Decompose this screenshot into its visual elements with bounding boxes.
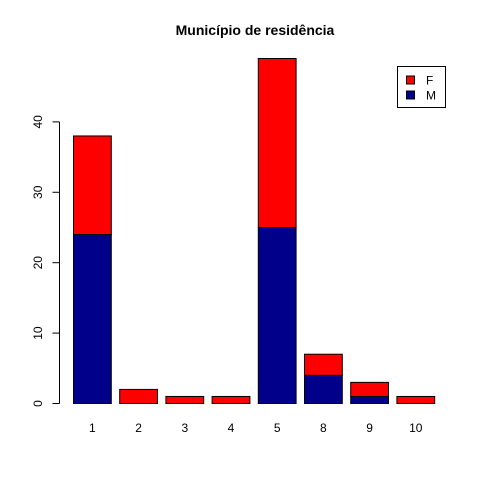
x-tick-label: 8 <box>320 421 327 435</box>
bar-segment-m <box>350 395 390 405</box>
legend-label-f: F <box>426 74 433 88</box>
y-tick-label: 40 <box>31 115 45 129</box>
bar-segment-f <box>119 388 158 404</box>
legend-box <box>397 66 446 108</box>
bar-segment-f <box>211 395 251 405</box>
y-tick-label: 0 <box>31 400 45 407</box>
bar-segment-f <box>257 58 297 228</box>
bar-segment-f <box>165 395 205 405</box>
bar-segment-m <box>304 374 343 404</box>
legend: FM <box>397 66 446 108</box>
legend-swatch-m <box>406 90 415 100</box>
legend-swatch-f <box>406 75 415 85</box>
chart-title: Município de residência <box>176 22 335 38</box>
y-tick-label: 30 <box>31 185 45 199</box>
y-axis: 0 10 20 30 40 <box>31 115 60 407</box>
bar-segment-f <box>350 381 390 397</box>
bar-segment-f <box>304 353 343 376</box>
bar-segment-f <box>396 395 436 405</box>
x-tick-label: 1 <box>89 421 96 435</box>
bar-segment-m <box>73 234 112 404</box>
x-tick-label: 3 <box>181 421 188 435</box>
bar-segment-f <box>73 135 112 236</box>
x-axis-labels: 1 2 3 4 5 8 9 10 <box>89 421 423 435</box>
bar-segment-m <box>257 226 297 404</box>
x-tick-label: 10 <box>409 421 423 435</box>
legend-label-m: M <box>426 89 436 103</box>
x-tick-label: 4 <box>228 421 235 435</box>
y-tick-label: 20 <box>31 256 45 270</box>
x-tick-label: 2 <box>135 421 142 435</box>
x-tick-label: 9 <box>366 421 373 435</box>
y-tick-label: 10 <box>31 326 45 340</box>
x-tick-label: 5 <box>274 421 281 435</box>
bars <box>73 58 436 405</box>
